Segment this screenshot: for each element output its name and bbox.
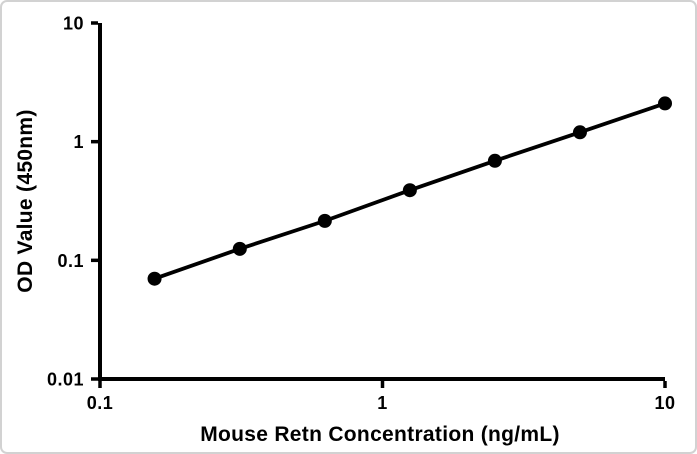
data-point bbox=[147, 271, 162, 286]
y-tick-label: 0.1 bbox=[57, 251, 84, 271]
data-point bbox=[572, 125, 587, 140]
axis-spines bbox=[98, 23, 665, 381]
y-tick-label: 1 bbox=[73, 132, 84, 152]
y-axis-title: OD Value (450nm) bbox=[14, 109, 37, 292]
data-point bbox=[317, 213, 332, 228]
x-axis-title: Mouse Retn Concentration (ng/mL) bbox=[200, 423, 560, 446]
data-point bbox=[232, 241, 247, 256]
y-tick-label: 10 bbox=[63, 14, 84, 34]
x-tick-label: 10 bbox=[654, 393, 675, 413]
data-point bbox=[658, 96, 672, 111]
x-tick-label: 0.1 bbox=[87, 393, 114, 413]
y-tick-label: 0.01 bbox=[47, 370, 84, 390]
data-point bbox=[487, 153, 502, 168]
x-tick-label: 1 bbox=[377, 393, 388, 413]
data-point bbox=[402, 183, 417, 198]
